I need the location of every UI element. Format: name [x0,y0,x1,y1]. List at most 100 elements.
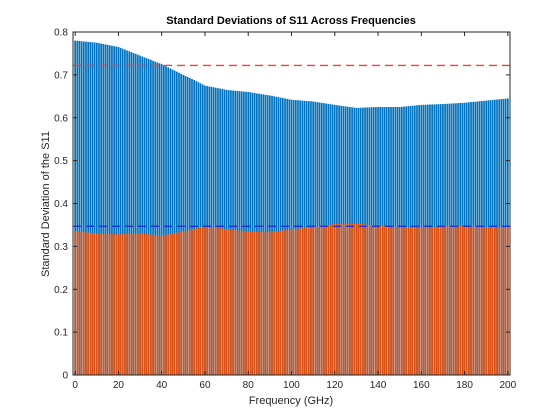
bar [481,227,483,375]
bar [167,234,169,375]
bar [438,227,440,375]
y-axis-label: Standard Deviation of the S11 [40,131,52,277]
bar [258,232,260,375]
x-tick-label: 160 [413,380,430,391]
bar [462,226,464,375]
bar [327,225,329,375]
bar [301,228,303,375]
bar [154,235,156,375]
y-tick-label: 0.2 [54,285,68,296]
bar [433,227,435,375]
bar-series-1 [74,224,508,375]
bar [131,234,133,375]
bar [113,234,115,375]
bar [319,226,321,375]
bar [483,227,485,375]
bar [288,230,290,375]
bar [410,228,412,375]
bar [377,226,379,375]
bar [191,229,193,375]
bar [323,226,325,375]
bar [193,229,195,375]
bar [204,226,206,375]
bar [137,234,139,375]
bar [366,225,368,375]
bar [213,227,215,375]
bar [494,227,496,375]
bar [492,227,494,375]
bar [375,226,377,375]
bar [206,227,208,375]
bar [332,224,334,375]
bar [455,226,457,375]
bar [297,229,299,375]
bar [384,226,386,375]
bar [146,234,148,375]
bar [267,232,269,375]
bar [280,231,282,375]
y-tick-label: 0.7 [54,70,68,81]
bar [92,233,94,375]
bar [420,228,422,375]
bar [120,234,122,375]
bar [490,227,492,375]
x-tick-label: 100 [283,380,300,391]
bar [373,225,375,375]
y-tick-label: 0.5 [54,156,68,167]
bar [347,224,349,375]
bar [464,226,466,375]
bar [488,227,490,375]
bar [278,231,280,375]
bar [468,226,470,375]
bar [202,227,204,375]
bar [189,230,191,375]
bar [397,227,399,375]
bar [345,224,347,375]
bar [133,234,135,375]
bar [81,232,83,375]
bar [252,232,254,375]
bar [425,228,427,375]
bar [124,234,126,375]
bar [187,230,189,375]
bar [496,227,498,375]
bar [263,232,265,375]
bar [364,225,366,375]
bar [115,234,117,375]
bar [291,229,293,375]
bar [159,235,161,375]
bar [198,228,200,375]
bar [449,226,451,375]
bar [228,229,230,375]
bar [265,232,267,375]
x-tick-label: 140 [370,380,387,391]
bar [416,228,418,375]
x-tick-label: 180 [456,380,473,391]
y-tick-label: 0.4 [54,199,68,210]
bar [157,235,159,375]
bar [163,235,165,375]
y-tick-label: 0.1 [54,328,68,339]
bar [351,224,353,375]
bar [260,232,262,375]
x-tick-label: 0 [72,380,78,391]
bar [284,230,286,375]
bar [349,224,351,375]
chart-title: Standard Deviations of S11 Across Freque… [166,15,416,27]
bar [418,228,420,375]
bar [286,230,288,375]
bar [427,227,429,375]
bar [245,231,247,375]
bar [221,229,223,375]
bar [250,231,252,375]
bar [211,227,213,375]
bar [122,234,124,375]
bar [256,232,258,375]
bar [353,224,355,375]
bar [141,234,143,375]
bar [247,231,249,375]
bar [169,234,171,375]
bar [321,226,323,375]
bar [340,224,342,375]
bar [394,227,396,375]
